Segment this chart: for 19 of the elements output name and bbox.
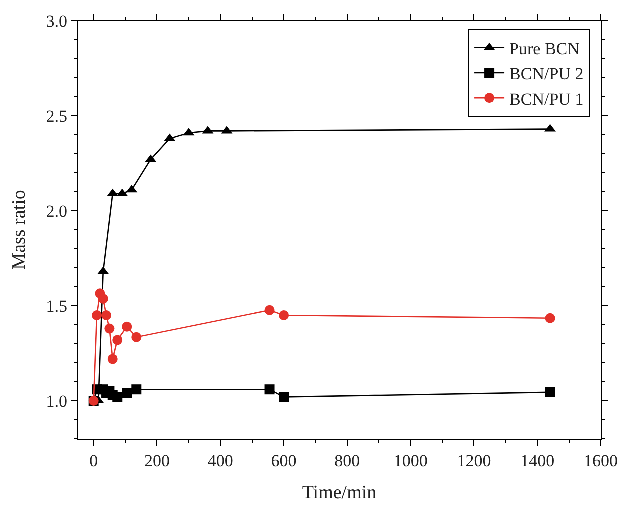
x-tick-label: 200 (144, 452, 170, 470)
legend-label: BCN/PU 1 (510, 90, 584, 109)
x-tick-label: 400 (208, 452, 234, 470)
x-tick-label: 600 (271, 452, 297, 470)
x-tick-label: 800 (334, 452, 360, 470)
x-tick-label: 1200 (457, 452, 492, 470)
y-tick-label: 2.0 (46, 202, 68, 221)
x-tick-label: 0 (90, 452, 98, 470)
y-tick-label: 2.5 (46, 106, 68, 126)
y-axis-title: Mass ratio (9, 190, 30, 270)
legend-label: BCN/PU 2 (510, 64, 584, 84)
x-tick-label: 1600 (584, 452, 618, 470)
y-tick-label: 1.0 (46, 392, 68, 411)
y-tick-label: 3.0 (46, 12, 68, 31)
x-tick-label: 1400 (520, 452, 555, 470)
legend-label: Pure BCN (510, 40, 580, 59)
x-tick-label: 1000 (394, 452, 428, 470)
x-axis-title: Time/min (302, 482, 378, 504)
y-tick-label: 1.5 (46, 296, 68, 316)
